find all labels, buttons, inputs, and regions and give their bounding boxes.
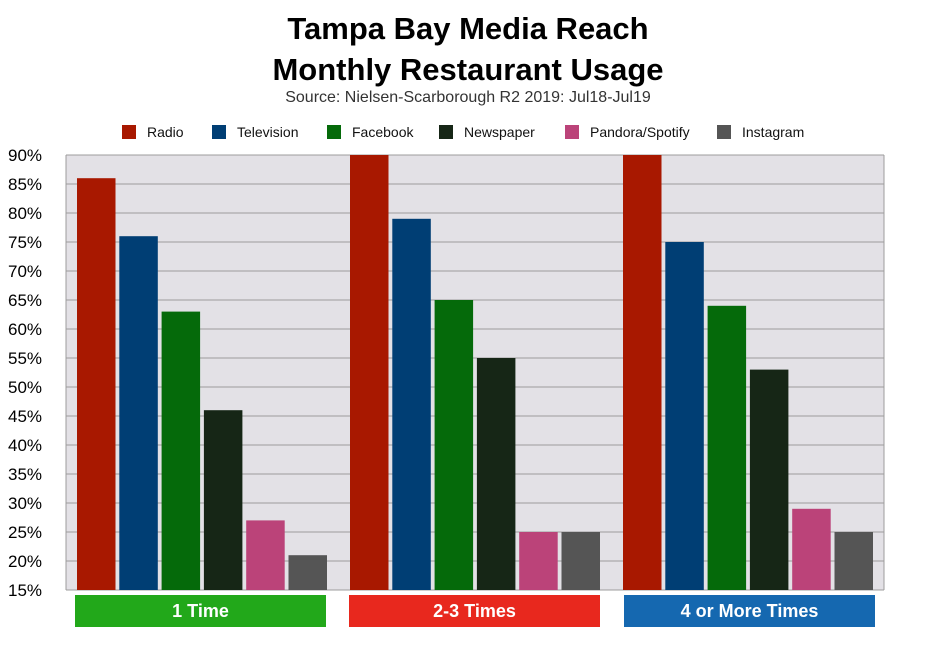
bar-facebook bbox=[161, 311, 201, 590]
bar-facebook bbox=[707, 305, 747, 590]
y-tick-label: 70% bbox=[8, 262, 42, 281]
bar-newspaper bbox=[203, 410, 243, 590]
legend-item-television: Television bbox=[212, 122, 298, 142]
y-tick-label: 45% bbox=[8, 407, 42, 426]
bar-television bbox=[665, 242, 704, 590]
bar-radio bbox=[623, 155, 662, 590]
legend-item-newspaper: Newspaper bbox=[439, 122, 535, 142]
bar-instagram bbox=[561, 532, 600, 590]
bar-pandora-spotify bbox=[792, 508, 831, 590]
y-tick-label: 55% bbox=[8, 349, 42, 368]
category-label-1-time: 1 Time bbox=[75, 595, 326, 627]
bar-newspaper bbox=[476, 358, 516, 590]
y-tick-label: 40% bbox=[8, 436, 42, 455]
y-tick-label: 90% bbox=[8, 146, 42, 165]
y-tick-label: 30% bbox=[8, 494, 42, 513]
legend-label-instagram: Instagram bbox=[742, 124, 805, 140]
legend-label-newspaper: Newspaper bbox=[464, 124, 535, 140]
chart-subtitle: Source: Nielsen-Scarborough R2 2019: Jul… bbox=[285, 89, 651, 106]
y-tick-label: 25% bbox=[8, 523, 42, 542]
legend-item-instagram: Instagram bbox=[717, 122, 804, 142]
bar-pandora-spotify bbox=[246, 520, 285, 590]
bar-facebook bbox=[434, 300, 474, 590]
y-tick-label: 50% bbox=[8, 378, 42, 397]
bar-newspaper bbox=[749, 369, 789, 590]
y-tick-label: 85% bbox=[8, 175, 42, 194]
chart-title-line-1: Tampa Bay Media Reach bbox=[287, 11, 649, 46]
category-label-2-3-times: 2-3 Times bbox=[349, 595, 600, 627]
legend-swatch-facebook bbox=[327, 125, 341, 139]
legend-swatch-radio bbox=[122, 125, 136, 139]
y-tick-label: 15% bbox=[8, 581, 42, 600]
legend-swatch-pandora-spotify bbox=[565, 125, 579, 139]
legend-swatch-instagram bbox=[717, 125, 731, 139]
category-label-4-or-more-times: 4 or More Times bbox=[624, 595, 875, 627]
legend-label-facebook: Facebook bbox=[352, 124, 414, 140]
legend-label-radio: Radio bbox=[147, 124, 184, 140]
legend-item-radio: Radio bbox=[122, 122, 184, 142]
legend-swatch-television bbox=[212, 125, 226, 139]
y-tick-label: 35% bbox=[8, 465, 42, 484]
plot-area bbox=[66, 155, 884, 590]
y-tick-label: 75% bbox=[8, 233, 42, 252]
bar-television bbox=[392, 218, 431, 591]
y-tick-label: 60% bbox=[8, 320, 42, 339]
bar-pandora-spotify bbox=[519, 532, 558, 590]
chart-title-line-2: Monthly Restaurant Usage bbox=[272, 52, 664, 87]
y-tick-label: 80% bbox=[8, 204, 42, 223]
y-tick-label: 20% bbox=[8, 552, 42, 571]
legend-label-pandora-spotify: Pandora/Spotify bbox=[590, 124, 690, 140]
bar-radio bbox=[350, 155, 389, 590]
bar-instagram bbox=[834, 532, 873, 590]
y-tick-label: 65% bbox=[8, 291, 42, 310]
legend-swatch-newspaper bbox=[439, 125, 453, 139]
bar-instagram bbox=[288, 555, 327, 590]
legend-item-pandora-spotify: Pandora/Spotify bbox=[565, 122, 690, 142]
bar-television bbox=[119, 236, 158, 590]
legend-item-facebook: Facebook bbox=[327, 122, 413, 142]
bar-radio bbox=[77, 178, 116, 590]
legend-label-television: Television bbox=[237, 124, 299, 140]
